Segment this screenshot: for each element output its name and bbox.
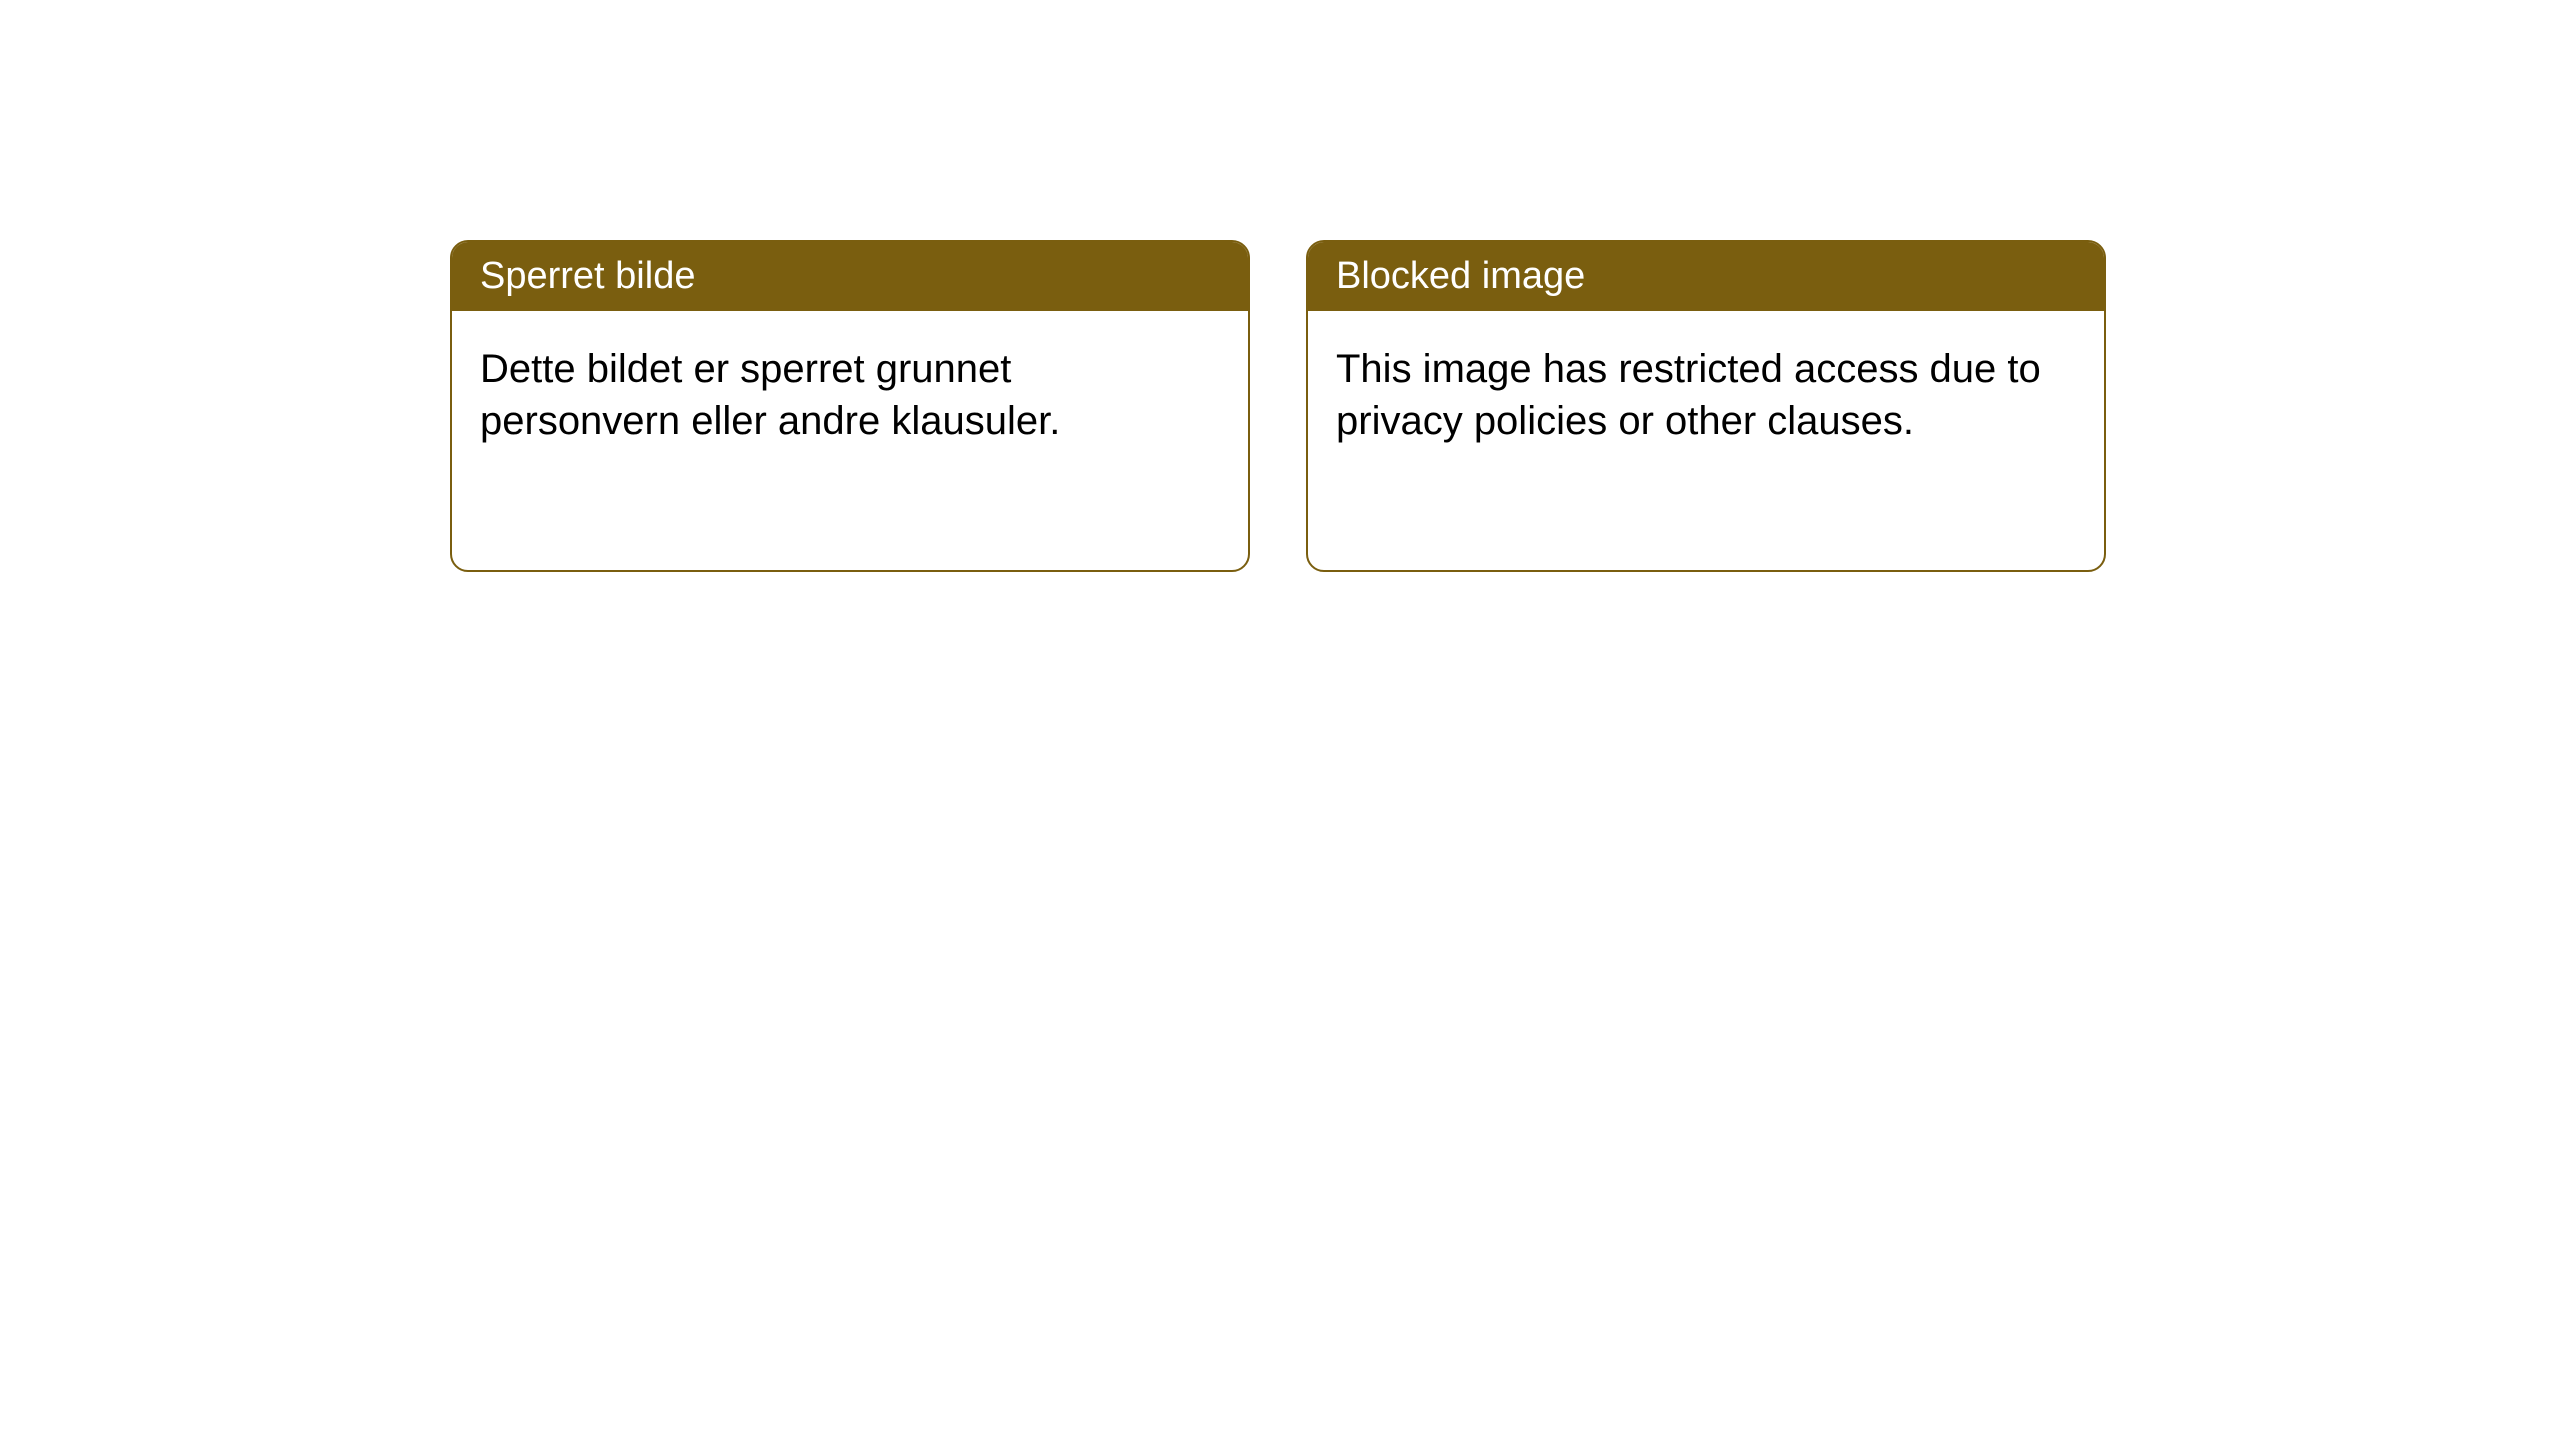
notice-card-english: Blocked image This image has restricted … xyxy=(1306,240,2106,572)
notice-title: Blocked image xyxy=(1336,255,1585,297)
notice-card-norwegian: Sperret bilde Dette bildet er sperret gr… xyxy=(450,240,1250,572)
notice-header: Sperret bilde xyxy=(452,242,1248,311)
notice-message: This image has restricted access due to … xyxy=(1336,347,2041,443)
notice-container: Sperret bilde Dette bildet er sperret gr… xyxy=(450,240,2560,572)
notice-title: Sperret bilde xyxy=(480,255,695,297)
notice-body: Dette bildet er sperret grunnet personve… xyxy=(452,311,1248,479)
notice-body: This image has restricted access due to … xyxy=(1308,311,2104,479)
notice-message: Dette bildet er sperret grunnet personve… xyxy=(480,347,1060,443)
notice-header: Blocked image xyxy=(1308,242,2104,311)
